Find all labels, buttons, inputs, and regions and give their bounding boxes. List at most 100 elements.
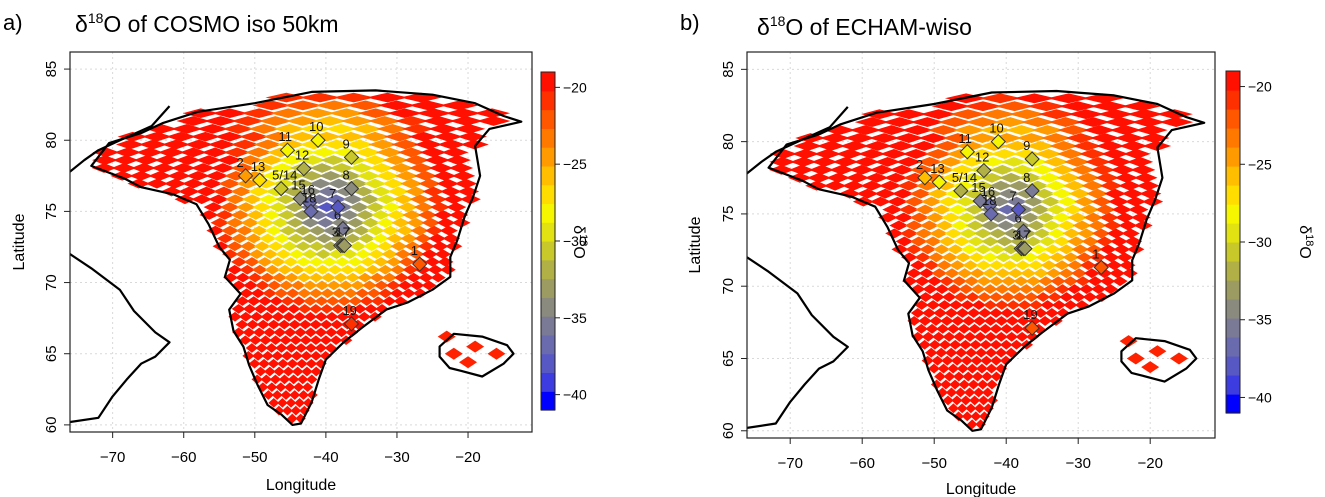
field-cell bbox=[444, 108, 481, 119]
field-cell bbox=[970, 284, 986, 295]
field-cell bbox=[279, 335, 292, 346]
field-cell bbox=[1003, 228, 1022, 239]
field-cell bbox=[929, 164, 955, 175]
field-cell bbox=[273, 288, 289, 299]
field-cell bbox=[829, 164, 855, 175]
colorbar-segment bbox=[1226, 204, 1240, 224]
field-cell bbox=[1022, 196, 1045, 207]
colorbar-label-a: δ18O bbox=[570, 225, 589, 259]
y-tick-label: 60 bbox=[43, 417, 60, 434]
field-cell bbox=[268, 202, 289, 212]
field-cell bbox=[953, 331, 966, 342]
field-cell bbox=[267, 280, 282, 291]
field-cell bbox=[354, 249, 372, 259]
field-cell bbox=[466, 340, 485, 353]
field-cell bbox=[1044, 180, 1068, 191]
field-cell bbox=[394, 170, 419, 181]
field-cell bbox=[200, 178, 223, 189]
y-tick-label: 85 bbox=[720, 61, 737, 78]
field-cell bbox=[354, 147, 382, 158]
colorbar-segment bbox=[541, 203, 555, 223]
field-cell bbox=[1095, 236, 1114, 247]
field-cell bbox=[406, 217, 426, 228]
field-cell bbox=[201, 147, 229, 158]
field-cell bbox=[409, 194, 431, 205]
field-cell bbox=[990, 355, 1003, 366]
field-cell bbox=[348, 296, 363, 306]
field-cell bbox=[359, 194, 381, 205]
colorbar-segment bbox=[1226, 166, 1240, 186]
field-cell bbox=[299, 124, 332, 134]
field-cell bbox=[1001, 260, 1018, 271]
field-cell bbox=[1083, 268, 1100, 279]
field-cell bbox=[1123, 148, 1151, 159]
field-cell bbox=[976, 276, 992, 287]
field-cell bbox=[255, 280, 270, 291]
field-cell bbox=[244, 233, 263, 244]
field-cell bbox=[459, 356, 478, 369]
field-cell bbox=[988, 292, 1004, 302]
colorbar-segment bbox=[541, 259, 555, 280]
field-cell bbox=[898, 204, 920, 215]
field-cell bbox=[110, 170, 134, 181]
field-cell bbox=[239, 241, 257, 252]
field-cell bbox=[1040, 300, 1055, 310]
field-cell bbox=[979, 93, 1022, 104]
field-cell bbox=[319, 319, 333, 330]
field-cell bbox=[326, 280, 342, 291]
field-cell bbox=[934, 284, 950, 295]
field-cell bbox=[953, 125, 986, 135]
field-cell bbox=[264, 225, 283, 236]
field-cell bbox=[258, 194, 280, 205]
site-marker bbox=[1093, 259, 1109, 276]
field-cell bbox=[171, 163, 196, 173]
field-cell bbox=[314, 296, 329, 306]
field-cell bbox=[931, 355, 944, 366]
field-cell bbox=[205, 170, 229, 181]
field-cell bbox=[114, 147, 142, 158]
field-cell bbox=[1048, 117, 1083, 128]
field-cell bbox=[823, 180, 847, 191]
field-cell bbox=[286, 358, 299, 369]
field-cell bbox=[421, 249, 438, 259]
field-cell bbox=[381, 178, 405, 189]
field-cell bbox=[319, 335, 333, 346]
colorbar-segment bbox=[541, 334, 555, 355]
x-tick-label: −30 bbox=[1065, 455, 1090, 472]
field-cell bbox=[1142, 196, 1164, 207]
field-cell bbox=[994, 101, 1035, 112]
field-cell bbox=[1066, 260, 1084, 271]
field-cell bbox=[947, 363, 960, 374]
field-cell bbox=[362, 280, 377, 291]
field-cell bbox=[299, 108, 336, 119]
field-cell bbox=[1080, 260, 1097, 271]
field-cell bbox=[250, 225, 269, 236]
field-cell bbox=[909, 188, 932, 199]
field-cell bbox=[1103, 284, 1119, 295]
field-cell bbox=[963, 276, 980, 287]
field-cell bbox=[294, 397, 305, 408]
field-cell bbox=[787, 172, 812, 183]
field-cell bbox=[1097, 109, 1134, 120]
field-cell bbox=[1059, 292, 1074, 302]
field-cell bbox=[891, 244, 909, 255]
site-label: 15 bbox=[971, 180, 985, 195]
field-cell bbox=[308, 304, 323, 314]
field-cell bbox=[432, 170, 457, 181]
field-cell bbox=[294, 327, 307, 338]
field-cell bbox=[334, 257, 351, 267]
field-cell bbox=[279, 225, 298, 236]
field-cell bbox=[937, 363, 950, 374]
field-cell bbox=[414, 233, 432, 244]
colorbar-segment bbox=[541, 128, 555, 148]
field-cell bbox=[952, 236, 971, 247]
field-cell bbox=[981, 236, 1000, 247]
field-cell bbox=[955, 308, 970, 318]
field-cell bbox=[1037, 172, 1062, 183]
field-cell bbox=[329, 163, 355, 173]
site-label: 6 bbox=[1014, 210, 1021, 225]
field-cell bbox=[428, 163, 454, 173]
field-cell bbox=[882, 117, 917, 128]
field-cell bbox=[207, 139, 237, 150]
field-cell bbox=[995, 236, 1014, 247]
